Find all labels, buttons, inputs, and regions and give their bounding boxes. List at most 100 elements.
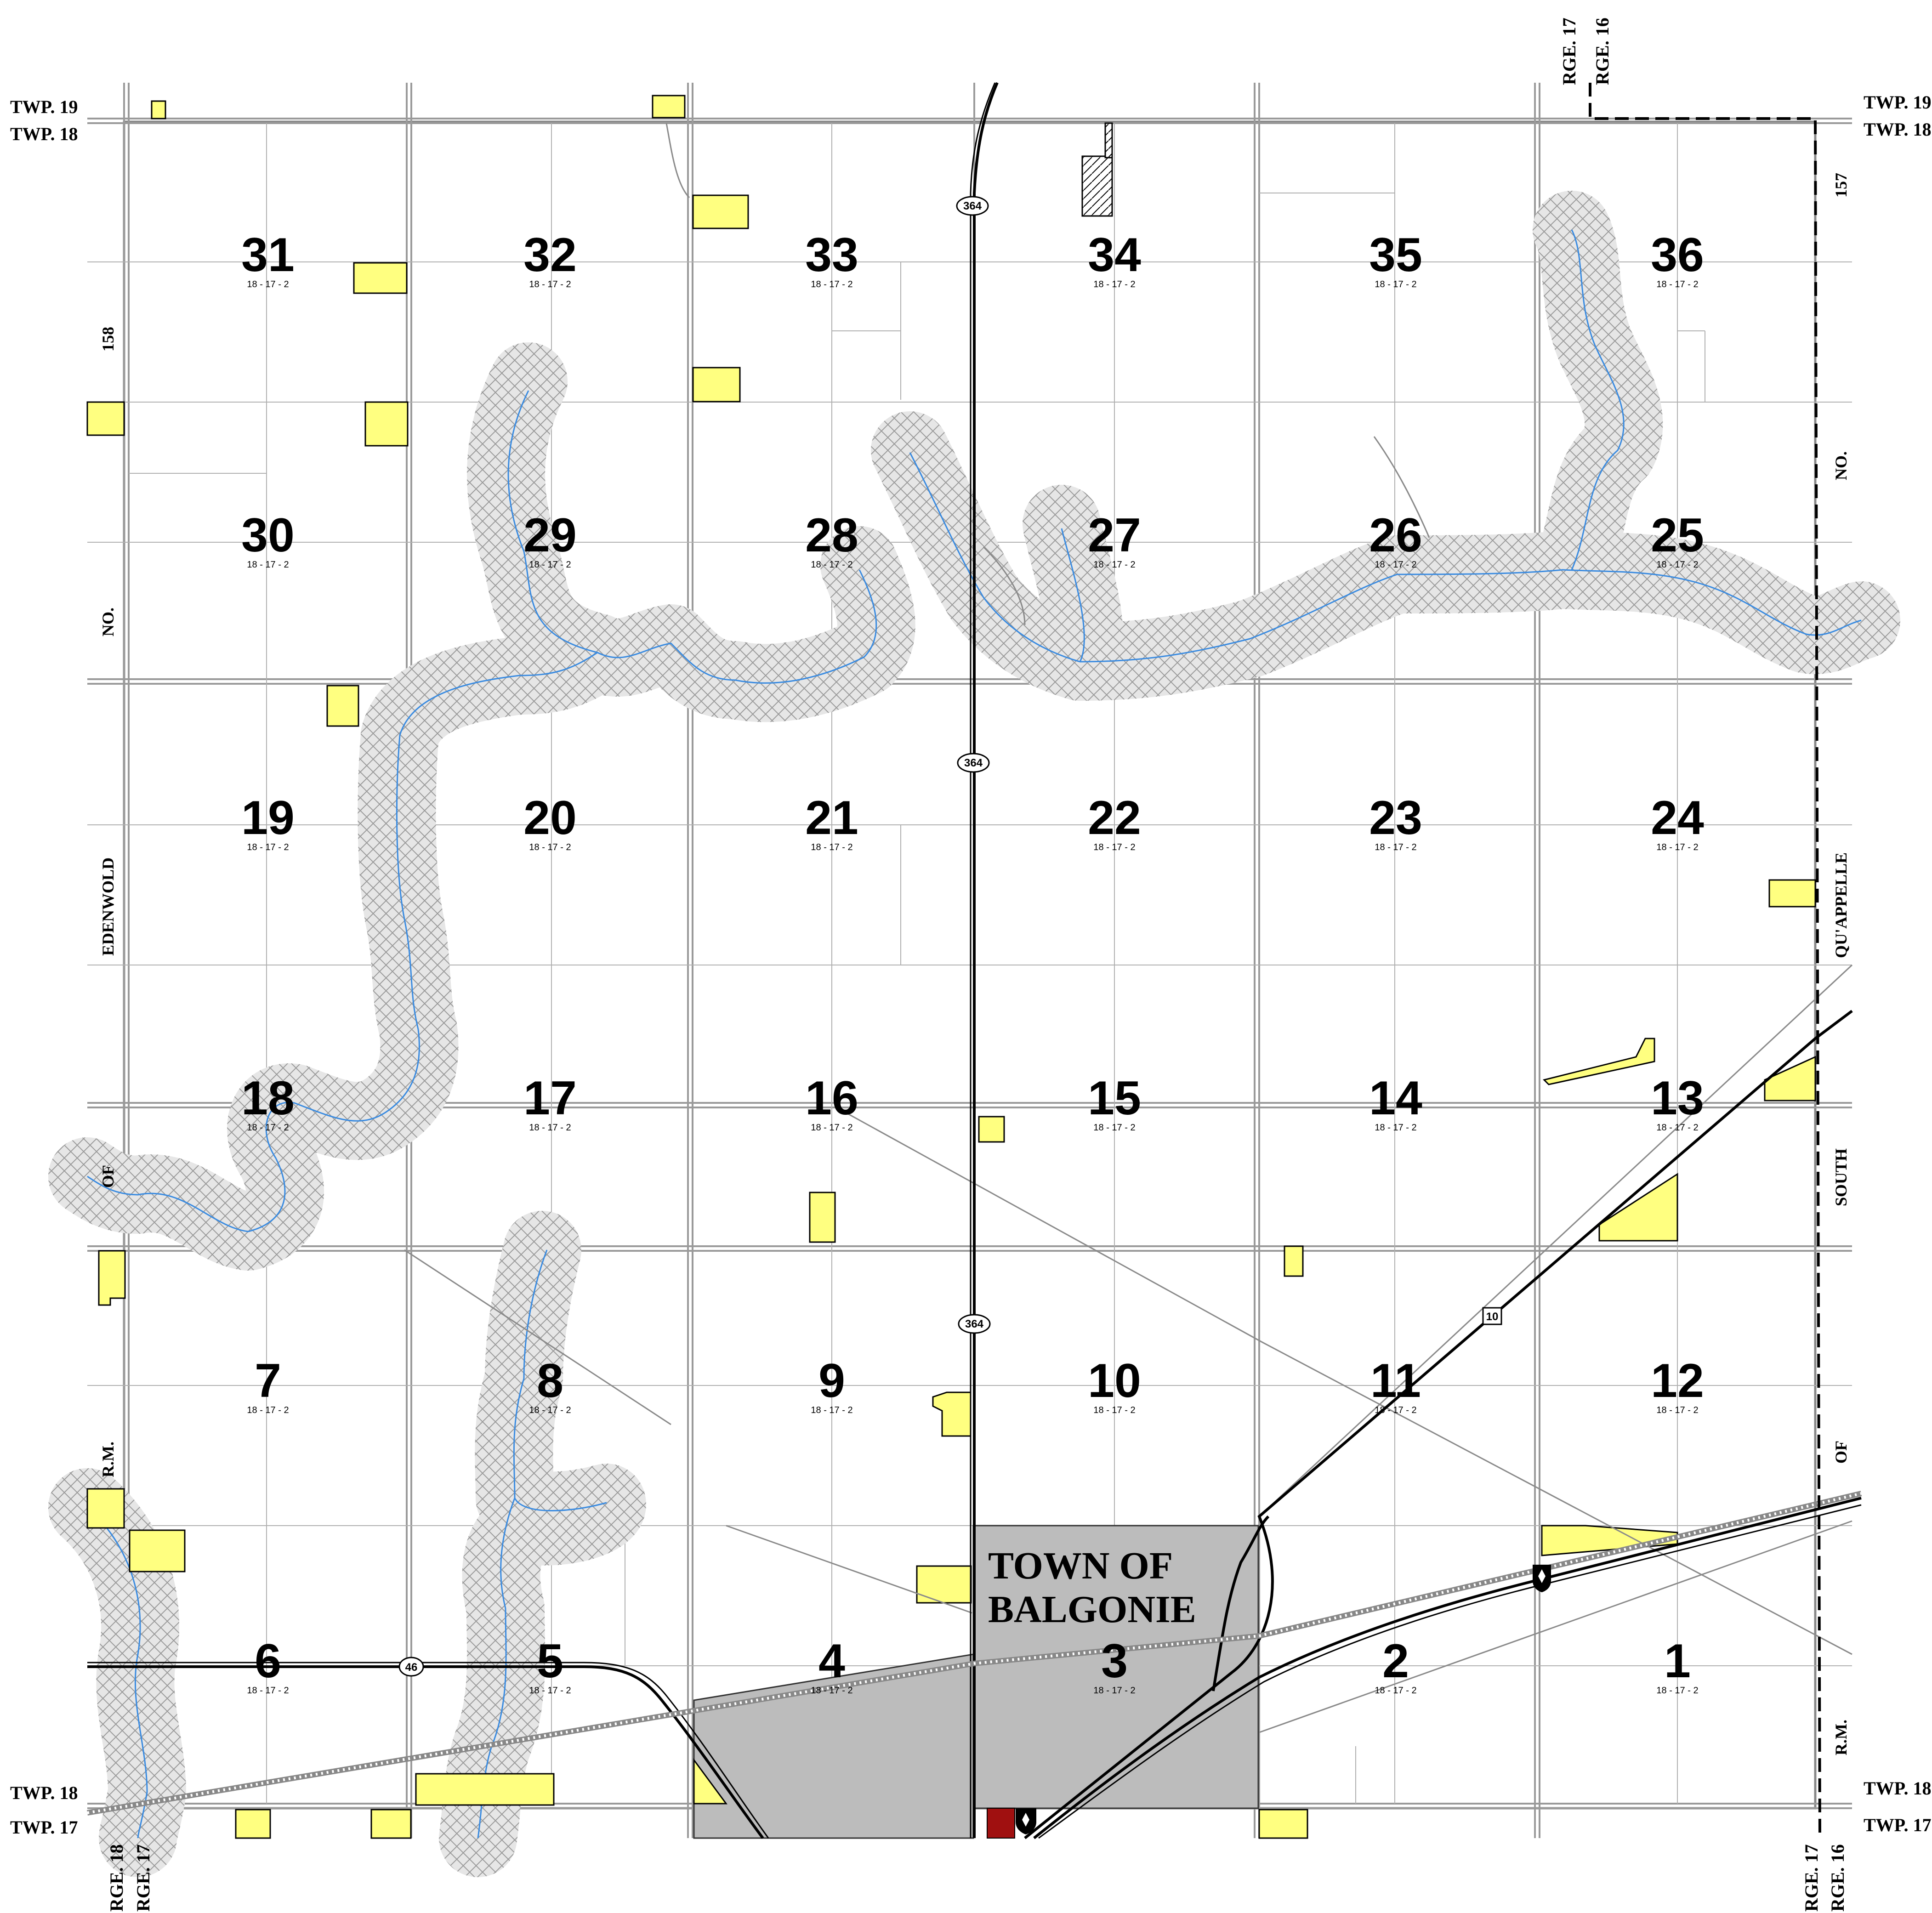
section-number-30: 30 — [241, 509, 295, 562]
section-number-34: 34 — [1088, 228, 1141, 282]
section-number-26: 26 — [1369, 509, 1422, 562]
red-parcel — [987, 1808, 1015, 1839]
section-number-33: 33 — [805, 228, 858, 282]
twp-label-top-left-18: TWP. 18 — [10, 124, 78, 144]
section-number-8: 8 — [537, 1354, 563, 1408]
rm-left-name: EDENWOLD — [99, 857, 117, 956]
section-legal-13: 18 - 17 - 2 — [1656, 1123, 1698, 1133]
rm-left-number: 158 — [99, 327, 117, 352]
section-legal-28: 18 - 17 - 2 — [811, 560, 852, 570]
rm-right-rm: R.M. — [1832, 1720, 1850, 1755]
railway — [87, 1491, 1862, 1816]
rge-label-bottom-right-16: RGE. 16 — [1827, 1844, 1848, 1912]
section-legal-31: 18 - 17 - 2 — [247, 279, 289, 290]
secondary-roads — [404, 123, 1853, 1733]
rm-left-no: NO. — [99, 607, 117, 636]
section-legal-35: 18 - 17 - 2 — [1375, 279, 1416, 290]
section-number-35: 35 — [1369, 228, 1422, 282]
twp-label-top-right-19: TWP. 19 — [1864, 92, 1931, 113]
section-number-29: 29 — [523, 509, 577, 562]
highway-364 — [970, 82, 999, 1838]
section-legal-2: 18 - 17 - 2 — [1375, 1686, 1416, 1696]
section-number-9: 9 — [818, 1354, 845, 1408]
section-legal-18: 18 - 17 - 2 — [247, 1123, 289, 1133]
section-legal-4: 18 - 17 - 2 — [811, 1686, 852, 1696]
section-number-27: 27 — [1088, 509, 1141, 562]
highway-364-label-3: 364 — [965, 1318, 984, 1330]
section-number-11: 11 — [1370, 1354, 1421, 1408]
section-number-15: 15 — [1088, 1072, 1141, 1125]
rge-label-top-16: RGE. 16 — [1592, 17, 1613, 85]
section-legal-15: 18 - 17 - 2 — [1093, 1123, 1135, 1133]
section-number-5: 5 — [537, 1635, 563, 1688]
twp-label-bottom-right-18: TWP. 18 — [1864, 1778, 1931, 1799]
section-legal-17: 18 - 17 - 2 — [529, 1123, 571, 1133]
section-number-3: 3 — [1101, 1635, 1128, 1688]
section-number-4: 4 — [818, 1635, 845, 1688]
section-number-18: 18 — [241, 1072, 295, 1125]
section-legal-8: 18 - 17 - 2 — [529, 1405, 571, 1415]
section-legal-30: 18 - 17 - 2 — [247, 560, 289, 570]
section-legal-5: 18 - 17 - 2 — [529, 1686, 571, 1696]
section-number-28: 28 — [805, 509, 858, 562]
trans-canada-shield-icon — [1533, 1565, 1551, 1592]
hatched-parcel — [1081, 155, 1113, 217]
highway-364-label-2: 364 — [964, 757, 983, 769]
rm-right-no: NO. — [1832, 451, 1850, 480]
section-legal-33: 18 - 17 - 2 — [811, 279, 852, 290]
section-legal-1: 18 - 17 - 2 — [1656, 1686, 1698, 1696]
section-legal-6: 18 - 17 - 2 — [247, 1686, 289, 1696]
highway-364-label-1: 364 — [963, 200, 982, 212]
town-label-line2: BALGONIE — [988, 1588, 1196, 1631]
section-number-10: 10 — [1088, 1354, 1141, 1408]
section-number-32: 32 — [523, 228, 577, 282]
highway-46-label: 46 — [405, 1661, 418, 1674]
rm-left-of: OF — [99, 1165, 117, 1188]
trans-canada-shield-icon-2 — [1016, 1808, 1036, 1834]
section-legal-22: 18 - 17 - 2 — [1093, 842, 1135, 852]
section-legal-24: 18 - 17 - 2 — [1656, 842, 1698, 852]
rge-label-bottom-right-17: RGE. 17 — [1801, 1844, 1822, 1912]
section-legal-26: 18 - 17 - 2 — [1375, 560, 1416, 570]
section-legal-34: 18 - 17 - 2 — [1093, 279, 1135, 290]
rm-right-name: QU'APPELLE — [1832, 852, 1850, 958]
section-legal-32: 18 - 17 - 2 — [529, 279, 571, 290]
hatched-parcel-strip — [1104, 122, 1113, 159]
section-legal-9: 18 - 17 - 2 — [811, 1405, 852, 1415]
rge-label-bottom-left-18: RGE. 18 — [106, 1844, 127, 1912]
rm-boundary-dashed — [1589, 83, 1821, 1839]
twp-label-bottom-left-18: TWP. 18 — [10, 1782, 78, 1803]
rge-label-bottom-left-17: RGE. 17 — [133, 1844, 153, 1912]
section-legal-16: 18 - 17 - 2 — [811, 1123, 852, 1133]
section-legal-11: 18 - 17 - 2 — [1375, 1405, 1416, 1415]
rm-right-south: SOUTH — [1832, 1148, 1850, 1206]
section-number-7: 7 — [255, 1354, 281, 1408]
section-number-1: 1 — [1664, 1635, 1691, 1688]
highway-10 — [1024, 1010, 1862, 1839]
highway-10-label: 10 — [1486, 1311, 1499, 1323]
rm-right-of: OF — [1832, 1441, 1850, 1464]
section-number-17: 17 — [523, 1072, 577, 1125]
section-number-14: 14 — [1369, 1072, 1422, 1125]
section-number-2: 2 — [1382, 1635, 1409, 1688]
section-legal-27: 18 - 17 - 2 — [1093, 560, 1135, 570]
section-number-36: 36 — [1651, 228, 1704, 282]
rm-left-rm: R.M. — [99, 1442, 117, 1477]
section-number-24: 24 — [1651, 791, 1704, 845]
section-legal-25: 18 - 17 - 2 — [1656, 560, 1698, 570]
section-number-23: 23 — [1369, 791, 1422, 845]
twp-label-top-left-19: TWP. 19 — [10, 97, 78, 117]
section-number-31: 31 — [241, 228, 295, 282]
section-legal-14: 18 - 17 - 2 — [1375, 1123, 1416, 1133]
section-number-19: 19 — [241, 791, 295, 845]
twp-label-bottom-left-17: TWP. 17 — [10, 1817, 78, 1838]
section-legal-19: 18 - 17 - 2 — [247, 842, 289, 852]
section-number-21: 21 — [805, 791, 858, 845]
rge-label-top-17: RGE. 17 — [1559, 17, 1580, 85]
section-number-13: 13 — [1651, 1072, 1704, 1125]
section-legal-7: 18 - 17 - 2 — [247, 1405, 289, 1415]
section-number-20: 20 — [523, 791, 577, 845]
town-label-line1: TOWN OF — [988, 1544, 1173, 1587]
